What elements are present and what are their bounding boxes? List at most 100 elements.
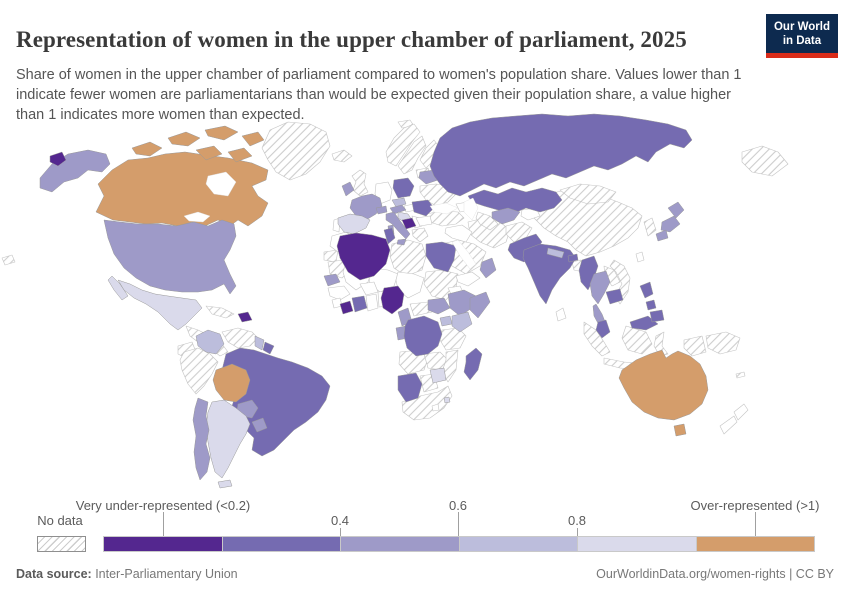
country-philippines-mindanao[interactable] bbox=[649, 309, 665, 323]
country-spain[interactable] bbox=[337, 213, 371, 235]
country-western-sahara[interactable] bbox=[323, 249, 339, 263]
legend-bin[interactable] bbox=[222, 536, 341, 552]
country-czechia[interactable] bbox=[391, 197, 407, 208]
country-mexico[interactable] bbox=[117, 279, 203, 331]
country-eswatini[interactable] bbox=[443, 396, 451, 404]
country-japan-honshu[interactable] bbox=[660, 215, 681, 233]
country-russia[interactable] bbox=[429, 113, 693, 197]
legend-bin[interactable] bbox=[341, 536, 460, 552]
country-algeria[interactable] bbox=[336, 232, 391, 281]
country-lesotho[interactable] bbox=[431, 403, 440, 412]
country-malaysia[interactable] bbox=[595, 319, 611, 339]
country-australia[interactable] bbox=[618, 349, 709, 421]
country-tasmania[interactable] bbox=[673, 423, 687, 437]
country-sri-lanka[interactable] bbox=[555, 307, 567, 322]
country-new-caledonia[interactable] bbox=[735, 371, 746, 379]
country-new-zealand-north[interactable] bbox=[733, 403, 749, 421]
country-peru[interactable] bbox=[179, 347, 219, 395]
country-new-zealand-south[interactable] bbox=[719, 415, 738, 435]
country-colombia[interactable] bbox=[195, 329, 225, 355]
country-mozambique[interactable] bbox=[441, 349, 459, 383]
country-canada-arctic-3[interactable] bbox=[204, 125, 239, 141]
country-drc[interactable] bbox=[403, 315, 443, 357]
world-choropleth-map[interactable] bbox=[0, 108, 850, 496]
country-suriname[interactable] bbox=[262, 341, 275, 355]
license-note[interactable]: OurWorldinData.org/women-rights | CC BY bbox=[596, 567, 834, 581]
country-bosnia-and-herzegovina[interactable] bbox=[401, 217, 417, 230]
country-south-sudan[interactable] bbox=[427, 297, 451, 315]
country-chile[interactable] bbox=[192, 397, 211, 481]
country-bolivia[interactable] bbox=[212, 363, 251, 403]
country-poland[interactable] bbox=[392, 177, 415, 199]
country-cote-divoire[interactable] bbox=[351, 295, 368, 313]
country-canada-arctic-2[interactable] bbox=[167, 131, 201, 147]
legend-bar[interactable] bbox=[103, 536, 815, 552]
country-indonesia-borneo[interactable] bbox=[621, 325, 653, 355]
country-alaska[interactable] bbox=[39, 149, 111, 193]
country-senegal[interactable] bbox=[323, 273, 341, 287]
country-sweden[interactable] bbox=[397, 135, 427, 175]
country-philippines-visayas[interactable] bbox=[645, 299, 657, 311]
country-madagascar[interactable] bbox=[463, 347, 483, 381]
country-egypt[interactable] bbox=[425, 241, 457, 273]
country-switzerland[interactable] bbox=[375, 205, 388, 215]
country-oman[interactable] bbox=[479, 257, 497, 279]
country-syria-iraq[interactable] bbox=[444, 224, 473, 243]
country-nepal[interactable] bbox=[546, 247, 565, 259]
country-indonesia-papua[interactable] bbox=[683, 335, 707, 357]
country-norway[interactable] bbox=[385, 123, 421, 167]
country-central-african-republic[interactable] bbox=[409, 301, 433, 317]
country-venezuela[interactable] bbox=[221, 327, 259, 349]
country-guinea[interactable] bbox=[327, 285, 351, 301]
country-japan-hokkaido[interactable] bbox=[667, 201, 685, 219]
country-liberia[interactable] bbox=[339, 300, 354, 315]
country-west-bering-territory[interactable] bbox=[49, 151, 67, 167]
country-zimbabwe[interactable] bbox=[429, 367, 447, 384]
country-ireland[interactable] bbox=[341, 181, 355, 197]
country-canada-arctic-5[interactable] bbox=[195, 145, 223, 161]
country-haiti[interactable] bbox=[237, 311, 253, 323]
country-italy[interactable] bbox=[385, 211, 411, 240]
country-japan-kyushu[interactable] bbox=[655, 229, 669, 242]
country-libya[interactable] bbox=[389, 239, 427, 277]
country-canada-arctic-6[interactable] bbox=[227, 147, 253, 163]
country-turkmenistan[interactable] bbox=[475, 211, 499, 231]
country-cuba[interactable] bbox=[205, 305, 235, 319]
country-austria[interactable] bbox=[389, 204, 407, 215]
country-bhutan[interactable] bbox=[567, 253, 579, 263]
country-thailand[interactable] bbox=[589, 270, 611, 305]
country-tanzania[interactable] bbox=[439, 327, 467, 351]
country-kenya[interactable] bbox=[451, 311, 473, 333]
country-papua-new-guinea[interactable] bbox=[705, 331, 741, 355]
country-taiwan[interactable] bbox=[635, 251, 645, 263]
country-canada[interactable] bbox=[95, 151, 269, 227]
country-somalia[interactable] bbox=[469, 291, 491, 319]
country-malaysia-borneo[interactable] bbox=[629, 315, 659, 331]
country-philippines-luzon[interactable] bbox=[639, 281, 654, 299]
country-tierra-del-fuego[interactable] bbox=[217, 479, 233, 489]
country-cambodia[interactable] bbox=[605, 288, 624, 305]
country-greenland[interactable] bbox=[261, 121, 331, 181]
country-bulgaria[interactable] bbox=[415, 215, 433, 227]
legend-bin[interactable] bbox=[696, 536, 815, 552]
legend-bin[interactable] bbox=[578, 536, 697, 552]
country-chad[interactable] bbox=[395, 271, 425, 299]
legend-bin[interactable] bbox=[103, 536, 223, 552]
country-uruguay[interactable] bbox=[251, 417, 268, 433]
country-mongolia[interactable] bbox=[559, 183, 617, 205]
country-tunisia[interactable] bbox=[383, 227, 396, 245]
country-canada-arctic-1[interactable] bbox=[131, 141, 163, 157]
country-ghana[interactable] bbox=[365, 293, 379, 312]
country-uganda[interactable] bbox=[439, 315, 453, 327]
country-sicily[interactable] bbox=[396, 238, 407, 246]
country-kazakhstan[interactable] bbox=[467, 187, 563, 215]
owid-logo[interactable]: Our World in Data bbox=[765, 14, 838, 58]
country-uzbekistan[interactable] bbox=[491, 207, 521, 225]
country-iceland[interactable] bbox=[331, 149, 353, 163]
country-pacific-island[interactable] bbox=[1, 254, 16, 266]
legend-no-data-swatch[interactable] bbox=[37, 536, 86, 552]
country-far-east-region[interactable] bbox=[741, 145, 789, 177]
country-indonesia-sulawesi[interactable] bbox=[653, 331, 669, 357]
country-mexico-baja[interactable] bbox=[107, 275, 129, 301]
country-romania[interactable] bbox=[411, 199, 435, 217]
